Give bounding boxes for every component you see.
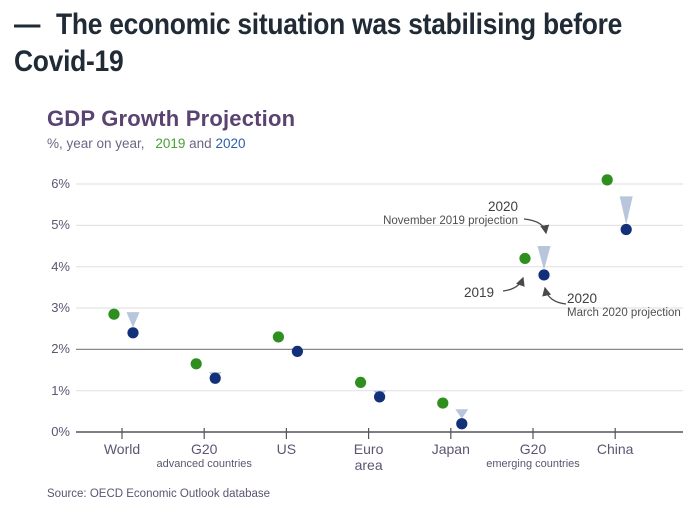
category-label: Japan (431, 441, 470, 457)
category-label: G20 (190, 441, 218, 457)
y-axis-label: 2% (51, 341, 70, 357)
dot-2019 (355, 376, 367, 389)
annotation-november-2019-projection: 2020 November 2019 projection (383, 199, 518, 228)
headline-dash: — (14, 8, 41, 41)
dot-2020-march (127, 327, 139, 339)
category-sublabel: emerging countries (486, 458, 580, 470)
dot-2020-march (456, 418, 468, 430)
headline: — The economic situation was stabilising … (14, 6, 694, 80)
annotation-2019: 2019 (464, 285, 495, 300)
annotation-march-2020-projection: 2020 March 2020 projection (567, 291, 681, 320)
category-sublabel: advanced countries (156, 458, 252, 470)
dot-2019 (519, 252, 531, 265)
november-projection-marker (455, 409, 469, 419)
source-note: Source: OECD Economic Outlook database (47, 488, 271, 500)
dot-2020-march (538, 269, 550, 281)
x-axis-label: Euro area (304, 441, 434, 473)
november-projection-marker (126, 312, 140, 328)
annotation-arrow (502, 276, 525, 292)
annotation-mar-year: 2020 (567, 291, 598, 306)
x-axis-label: US (221, 441, 351, 457)
subtitle-and: and (189, 136, 212, 151)
x-axis-label: World (57, 441, 187, 457)
x-axis-label: Japan (386, 441, 516, 457)
subtitle-prefix: %, year on year, (47, 136, 145, 151)
annotation-nov-year: 2020 (487, 199, 518, 214)
subtitle-year-2019: 2019 (155, 136, 186, 151)
y-axis-label: 4% (51, 258, 70, 274)
dot-2019 (437, 397, 449, 409)
annotation-nov-label: November 2019 projection (383, 215, 518, 227)
dot-2019 (108, 308, 120, 320)
dot-2019 (272, 331, 284, 343)
dot-2020-march (291, 345, 303, 358)
dot-2020-march (209, 372, 221, 384)
dot-2020-march (374, 391, 386, 403)
y-axis-label: 6% (51, 176, 70, 192)
november-projection-marker (619, 196, 633, 225)
category-label: US (276, 441, 297, 457)
y-axis-label: 1% (51, 382, 70, 398)
headline-line2: Covid-19 (14, 45, 124, 78)
chart-subtitle: %, year on year, 2019 and 2020 (47, 136, 245, 151)
dot-2019 (601, 174, 613, 186)
category-label: World (103, 441, 141, 457)
november-projection-marker (537, 246, 551, 270)
subtitle-year-2020: 2020 (215, 136, 246, 151)
dot-2020-march (620, 223, 632, 236)
category-label: China (596, 441, 634, 457)
chart-title: GDP Growth Projection (47, 106, 296, 131)
category-label: G20 (519, 441, 547, 457)
dot-2019 (190, 358, 202, 370)
x-axis-label: G20 emerging countries (468, 441, 598, 470)
category-label: Euro area (353, 441, 384, 473)
y-axis-label: 5% (51, 217, 70, 233)
headline-line1: — The economic situation was stabilising … (14, 8, 623, 41)
annotation-mar-label: March 2020 projection (567, 307, 681, 319)
annotation-arrow (523, 218, 550, 235)
y-axis-label: 0% (51, 424, 70, 439)
y-axis-label: 3% (51, 300, 70, 315)
x-axis-label: China (550, 441, 680, 457)
annotation-arrow (542, 286, 567, 305)
x-axis-label: G20 advanced countries (139, 441, 269, 470)
